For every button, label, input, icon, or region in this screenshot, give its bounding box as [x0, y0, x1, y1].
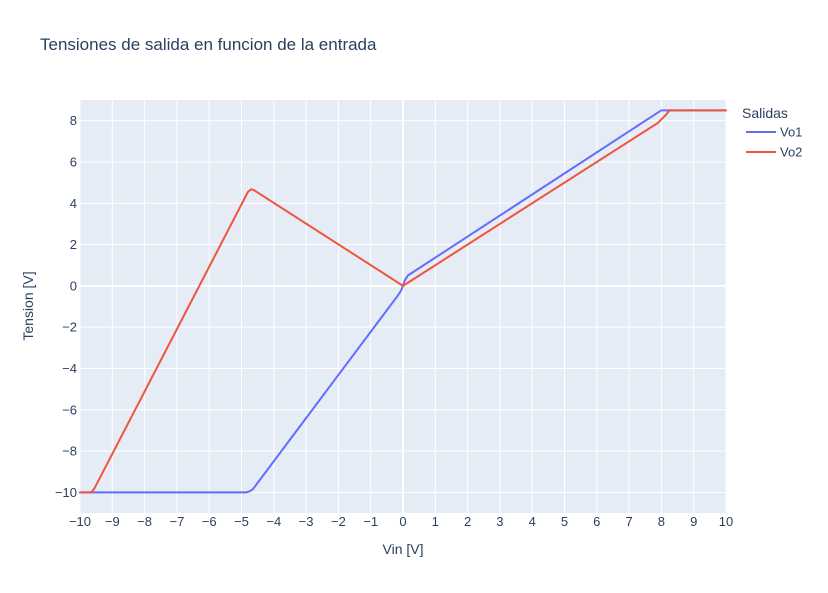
x-tick-label: −9 — [105, 514, 120, 529]
x-tick-labels: −10 −9 −8 −7 −6 −5 −4 −3 −2 −1 0 1 2 3 4 5 6 7 8 9 10 — [69, 514, 733, 529]
x-tick-label: −1 — [363, 514, 378, 529]
x-tick-label: 10 — [719, 514, 733, 529]
x-tick-label: 2 — [464, 514, 471, 529]
x-tick-label: 7 — [625, 514, 632, 529]
x-tick-label: −6 — [202, 514, 217, 529]
x-tick-label: 4 — [529, 514, 536, 529]
legend-label-vo1: Vo1 — [780, 125, 802, 140]
x-axis-label: Vin [V] — [383, 541, 424, 557]
x-tick-label: 6 — [593, 514, 600, 529]
y-tick-label: −4 — [62, 361, 77, 376]
legend-label-vo2: Vo2 — [780, 145, 802, 160]
y-tick-label: −2 — [62, 320, 77, 335]
y-tick-labels: −10 −8 −6 −4 −2 0 2 4 6 8 — [55, 113, 77, 500]
x-tick-label: −3 — [299, 514, 314, 529]
x-tick-label: 8 — [658, 514, 665, 529]
y-axis-label: Tension [V] — [20, 271, 36, 340]
y-tick-label: −6 — [62, 402, 77, 417]
y-tick-label: 6 — [70, 154, 77, 169]
y-tick-label: 4 — [70, 196, 77, 211]
x-tick-label: 9 — [690, 514, 697, 529]
series-layer — [79, 109, 727, 494]
y-tick-label: 0 — [70, 278, 77, 293]
y-tick-label: −10 — [55, 485, 77, 500]
x-tick-label: 0 — [399, 514, 406, 529]
legend-title: Salidas — [742, 105, 788, 121]
y-tick-label: 2 — [70, 237, 77, 252]
series-line-vo2 — [79, 109, 727, 494]
x-tick-label: −2 — [331, 514, 346, 529]
y-tick-label: −8 — [62, 444, 77, 459]
x-tick-label: −7 — [169, 514, 184, 529]
y-tick-label: 8 — [70, 113, 77, 128]
x-tick-label: −10 — [69, 514, 91, 529]
x-tick-label: 5 — [561, 514, 568, 529]
x-tick-label: −8 — [137, 514, 152, 529]
x-tick-label: −5 — [234, 514, 249, 529]
x-gridlines — [79, 100, 727, 513]
x-tick-label: 1 — [432, 514, 439, 529]
chart-title: Tensiones de salida en funcion de la ent… — [40, 35, 377, 54]
x-tick-label: −4 — [266, 514, 281, 529]
x-tick-label: 3 — [496, 514, 503, 529]
